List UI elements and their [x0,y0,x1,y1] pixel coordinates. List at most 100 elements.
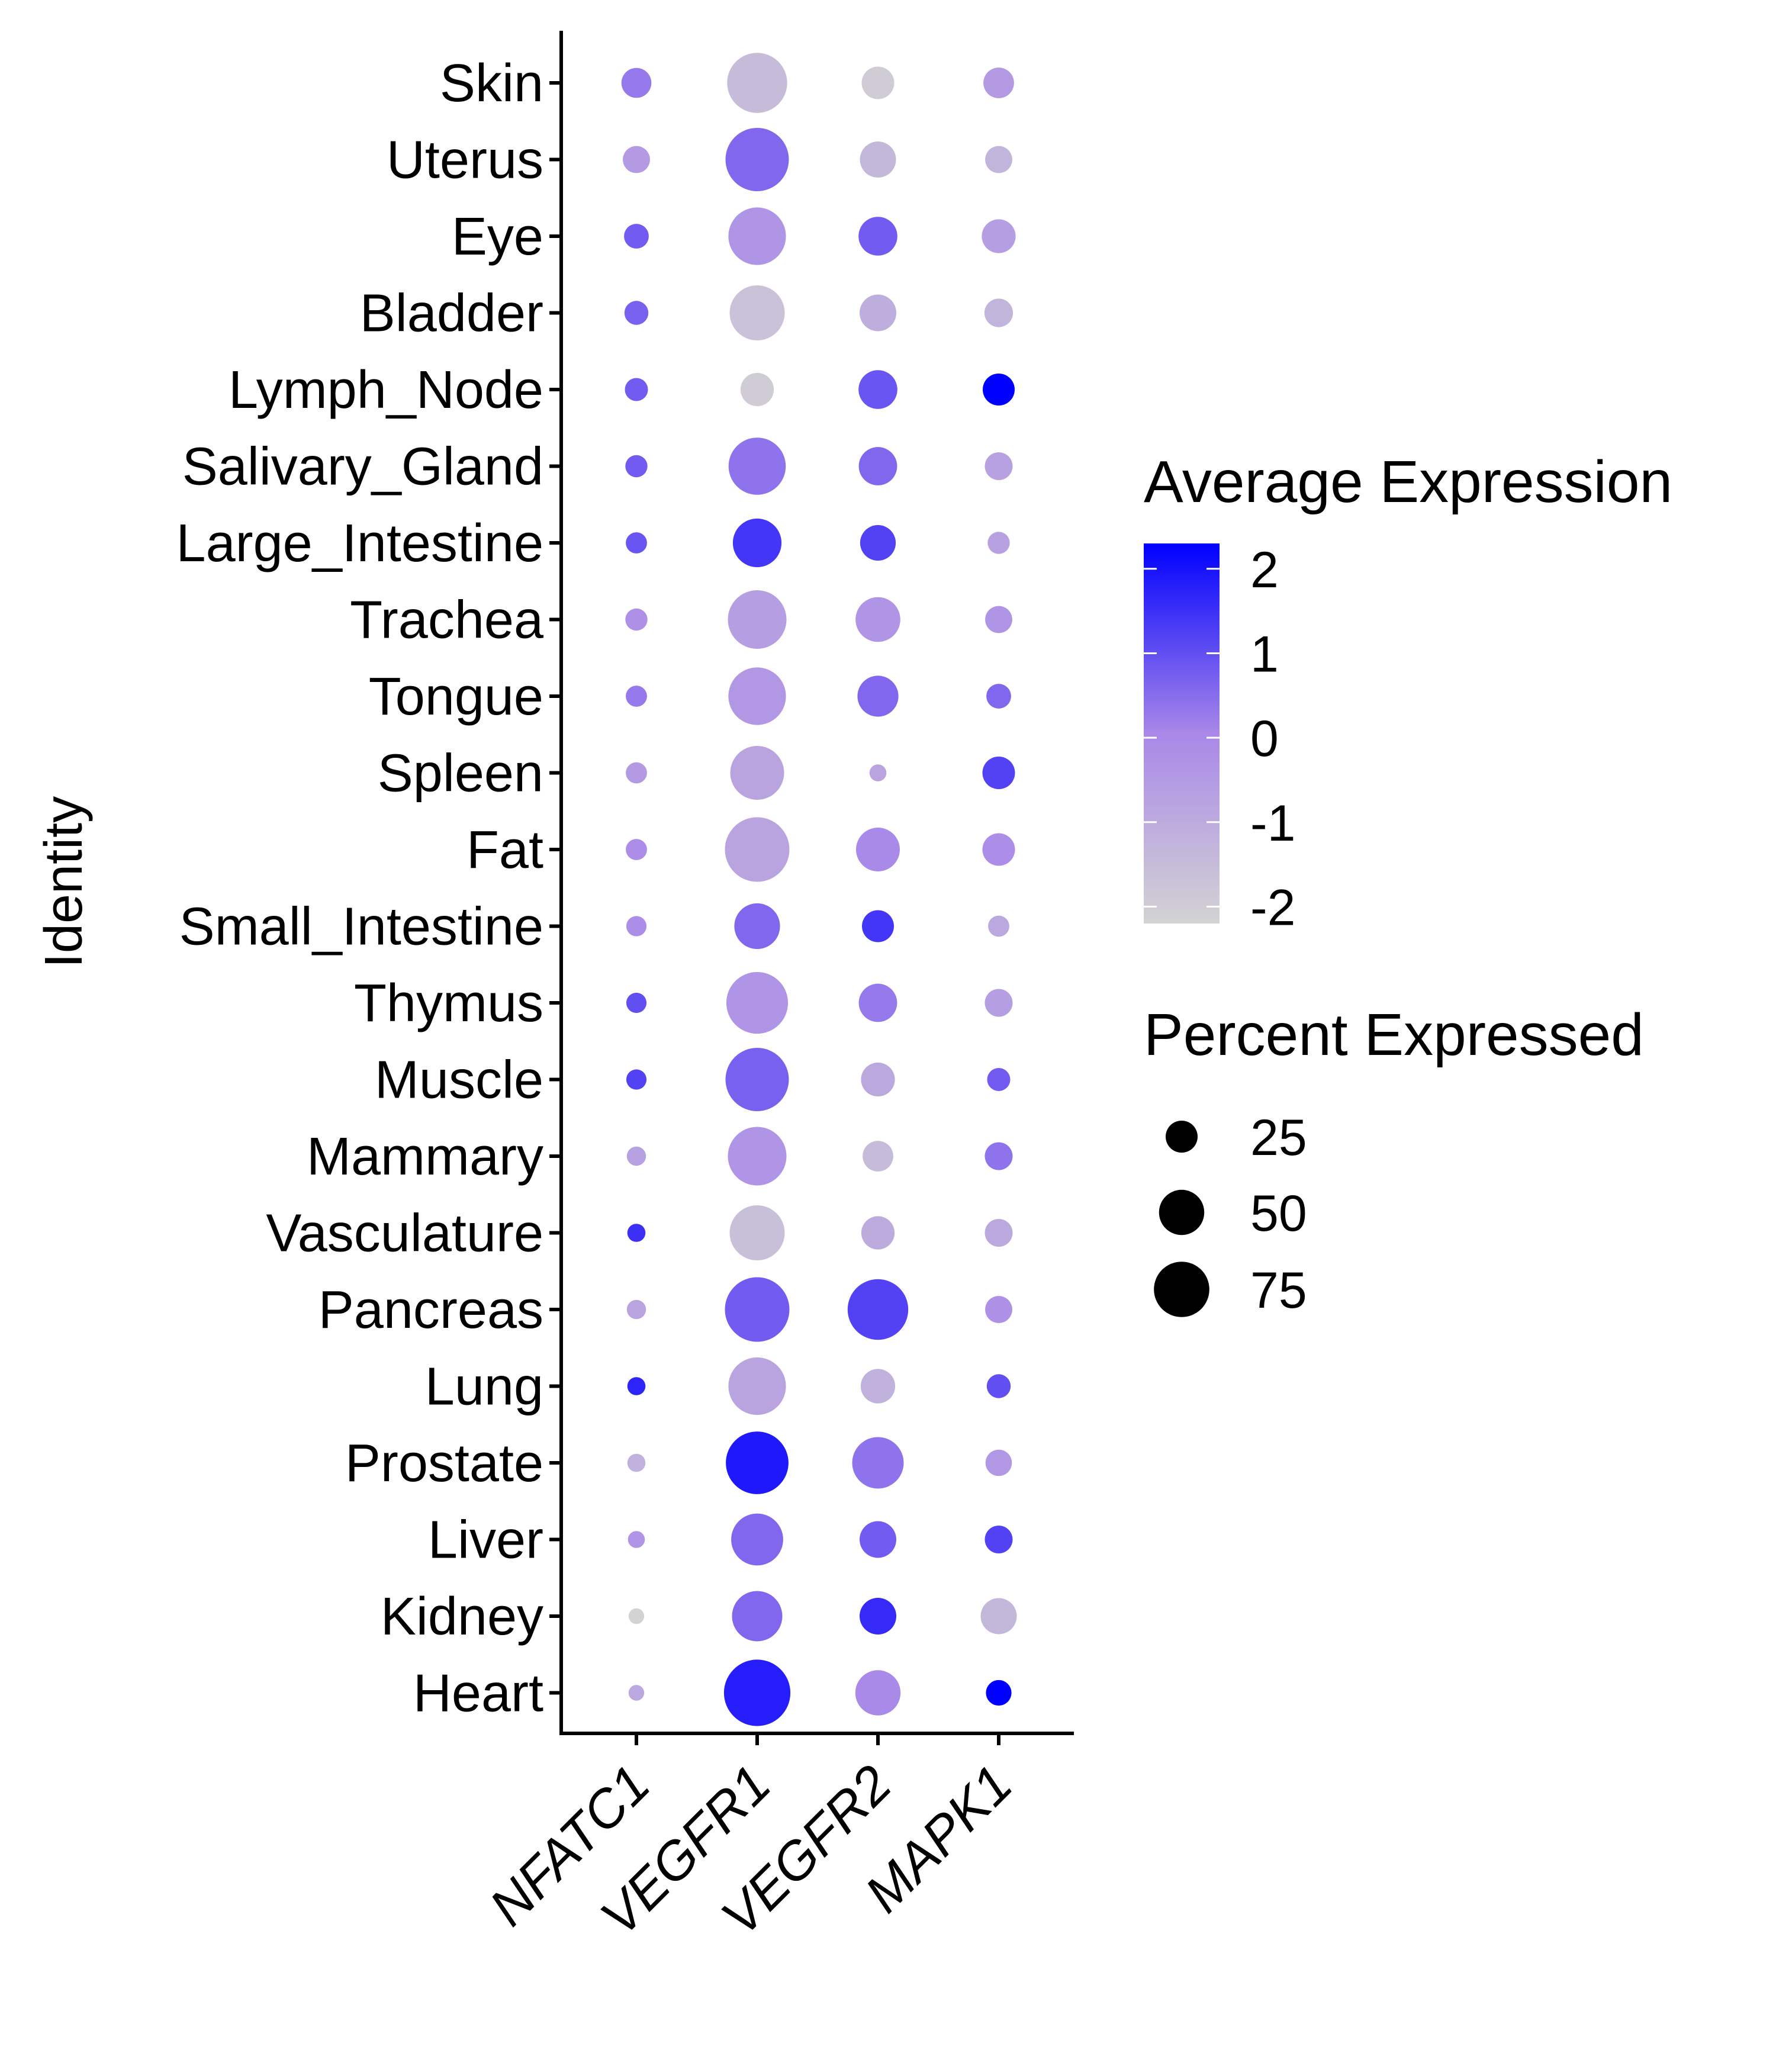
dot-eye-vegfr2 [858,217,897,256]
color-legend-label: 2 [1250,542,1279,599]
dot-vasculature-vegfr1 [729,1205,785,1260]
dot-kidney-mapk1 [980,1598,1017,1635]
dot-lymph-node-vegfr2 [858,370,897,409]
y-tick-label-mammary: Mammary [307,1127,543,1186]
color-legend: Average Expression 2 1 0 -1 -2 [1144,449,1672,936]
dot-uterus-vegfr1 [725,128,789,191]
dot-small-intestine-vegfr1 [734,903,780,950]
dot-small-intestine-mapk1 [988,915,1009,937]
dot-liver-vegfr1 [731,1513,783,1566]
dot-spleen-mapk1 [982,757,1015,789]
y-tick-label-muscle: Muscle [375,1051,543,1110]
dot-mammary-nfatc1 [626,1146,646,1166]
y-tick-label-heart: Heart [413,1664,543,1723]
y-tick-label-vasculature: Vasculature [266,1204,543,1263]
dot-muscle-nfatc1 [626,1069,647,1090]
y-tick-label-bladder: Bladder [360,284,543,343]
y-tick-label-trachea: Trachea [350,591,544,650]
y-tick-label-small-intestine: Small_Intestine [179,897,543,957]
dot-prostate-nfatc1 [627,1453,646,1472]
dot-pancreas-mapk1 [985,1296,1012,1323]
dot-fat-nfatc1 [626,839,647,860]
dot-thymus-nfatc1 [626,992,647,1014]
dot-lung-mapk1 [986,1374,1011,1398]
dot-large-intestine-vegfr1 [732,518,782,568]
size-legend-dot [1166,1121,1198,1153]
y-tick-label-uterus: Uterus [387,131,543,190]
dot-spleen-vegfr1 [730,746,784,800]
dot-large-intestine-mapk1 [987,532,1010,554]
y-tick-label-large-intestine: Large_Intestine [176,514,543,573]
size-legend-dot [1154,1262,1209,1317]
dot-muscle-vegfr1 [725,1048,789,1111]
y-tick-label-kidney: Kidney [381,1587,543,1646]
dot-lymph-node-nfatc1 [625,378,648,401]
size-legend: Percent Expressed 25 50 75 [1144,1002,1644,1319]
dot-vasculature-vegfr2 [861,1216,895,1250]
dots [621,53,1017,1726]
dot-lung-vegfr1 [728,1357,786,1415]
dot-heart-vegfr1 [723,1659,791,1726]
color-legend-label: -2 [1250,879,1295,936]
dot-liver-vegfr2 [860,1521,896,1558]
dot-salivary-gland-vegfr2 [858,447,897,485]
dot-lymph-node-mapk1 [983,374,1015,406]
dot-thymus-mapk1 [984,989,1013,1017]
dot-skin-vegfr1 [727,53,787,113]
dot-eye-mapk1 [982,219,1016,253]
dot-skin-nfatc1 [621,67,652,98]
size-legend-dot [1159,1189,1205,1236]
y-axis-ticks: Skin Uterus Eye Bladder Lymph_Node Salivary_G… [176,54,561,1723]
dot-kidney-nfatc1 [628,1608,645,1624]
dot-lung-vegfr2 [860,1369,896,1404]
dot-pancreas-vegfr2 [847,1279,909,1340]
color-legend-label: 1 [1250,626,1279,683]
dot-pancreas-nfatc1 [626,1299,646,1320]
dot-muscle-mapk1 [987,1068,1011,1091]
dot-salivary-gland-mapk1 [984,452,1013,480]
dot-skin-mapk1 [983,67,1014,98]
dot-trachea-nfatc1 [625,608,648,631]
dot-vasculature-nfatc1 [627,1224,646,1242]
size-legend-label: 25 [1250,1109,1307,1166]
dot-eye-vegfr1 [728,207,786,265]
dot-lymph-node-vegfr1 [740,372,774,407]
dot-prostate-vegfr2 [852,1437,904,1489]
dot-eye-nfatc1 [624,224,649,249]
dot-muscle-vegfr2 [861,1062,895,1097]
dot-vasculature-mapk1 [984,1219,1013,1247]
dot-tongue-mapk1 [986,684,1011,709]
dot-small-intestine-nfatc1 [626,916,647,937]
y-tick-label-skin: Skin [440,54,543,113]
dot-salivary-gland-nfatc1 [625,455,648,478]
dot-large-intestine-vegfr2 [860,525,896,561]
dot-tongue-vegfr2 [857,675,899,717]
dot-uterus-mapk1 [985,146,1012,173]
dot-kidney-vegfr1 [732,1591,783,1642]
y-tick-label-salivary-gland: Salivary_Gland [182,437,543,497]
dot-heart-nfatc1 [628,1685,645,1701]
dot-large-intestine-nfatc1 [626,532,647,554]
dot-bladder-nfatc1 [624,301,649,325]
size-legend-title: Percent Expressed [1144,1002,1644,1068]
size-legend-label: 50 [1250,1185,1307,1242]
y-axis-title: Identity [34,796,94,968]
dot-mammary-mapk1 [984,1142,1013,1170]
dot-fat-mapk1 [982,833,1015,866]
dot-bladder-vegfr1 [729,285,785,340]
dot-small-intestine-vegfr2 [862,910,894,942]
dot-fat-vegfr2 [856,828,900,871]
dot-bladder-mapk1 [984,298,1014,327]
size-legend-label: 75 [1250,1262,1307,1319]
y-tick-label-liver: Liver [428,1511,543,1570]
dot-trachea-vegfr1 [728,590,787,649]
dot-uterus-vegfr2 [860,141,896,178]
y-tick-label-lymph-node: Lymph_Node [229,361,543,420]
y-tick-label-lung: Lung [425,1357,543,1417]
y-tick-label-spleen: Spleen [378,744,543,803]
color-legend-label: 0 [1250,710,1279,767]
dot-fat-vegfr1 [725,817,790,882]
dot-salivary-gland-vegfr1 [728,437,786,495]
dot-thymus-vegfr2 [858,983,897,1022]
